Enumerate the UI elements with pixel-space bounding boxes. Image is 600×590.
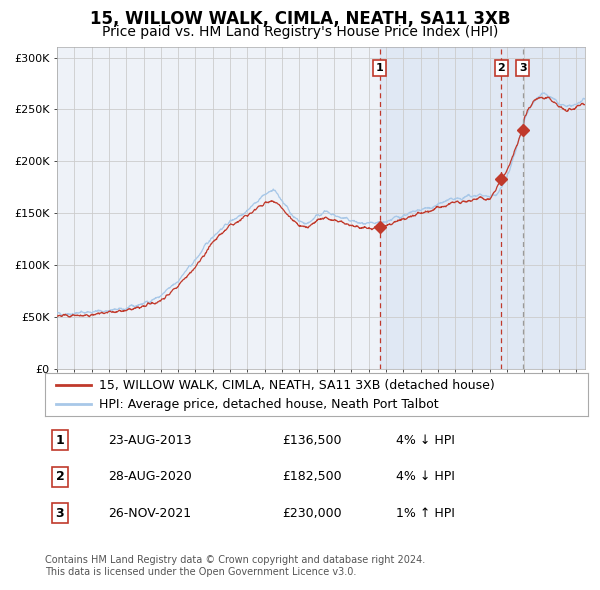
- Text: 3: 3: [56, 507, 64, 520]
- Text: 15, WILLOW WALK, CIMLA, NEATH, SA11 3XB: 15, WILLOW WALK, CIMLA, NEATH, SA11 3XB: [90, 11, 510, 28]
- Text: HPI: Average price, detached house, Neath Port Talbot: HPI: Average price, detached house, Neat…: [100, 398, 439, 411]
- Text: 4% ↓ HPI: 4% ↓ HPI: [396, 470, 455, 483]
- Text: 1% ↑ HPI: 1% ↑ HPI: [396, 507, 455, 520]
- Text: Contains HM Land Registry data © Crown copyright and database right 2024.
This d: Contains HM Land Registry data © Crown c…: [45, 555, 425, 577]
- Text: £136,500: £136,500: [282, 434, 341, 447]
- Text: 28-AUG-2020: 28-AUG-2020: [108, 470, 192, 483]
- Text: 4% ↓ HPI: 4% ↓ HPI: [396, 434, 455, 447]
- Text: £182,500: £182,500: [282, 470, 341, 483]
- Text: 2: 2: [56, 470, 64, 483]
- Text: 15, WILLOW WALK, CIMLA, NEATH, SA11 3XB (detached house): 15, WILLOW WALK, CIMLA, NEATH, SA11 3XB …: [100, 379, 495, 392]
- Text: 23-AUG-2013: 23-AUG-2013: [108, 434, 191, 447]
- Bar: [380, 47, 585, 369]
- Text: 2: 2: [497, 63, 505, 73]
- Text: 3: 3: [519, 63, 527, 73]
- Text: 26-NOV-2021: 26-NOV-2021: [108, 507, 191, 520]
- Text: 1: 1: [376, 63, 383, 73]
- Text: 1: 1: [56, 434, 64, 447]
- Text: Price paid vs. HM Land Registry's House Price Index (HPI): Price paid vs. HM Land Registry's House …: [102, 25, 498, 39]
- Text: £230,000: £230,000: [282, 507, 341, 520]
